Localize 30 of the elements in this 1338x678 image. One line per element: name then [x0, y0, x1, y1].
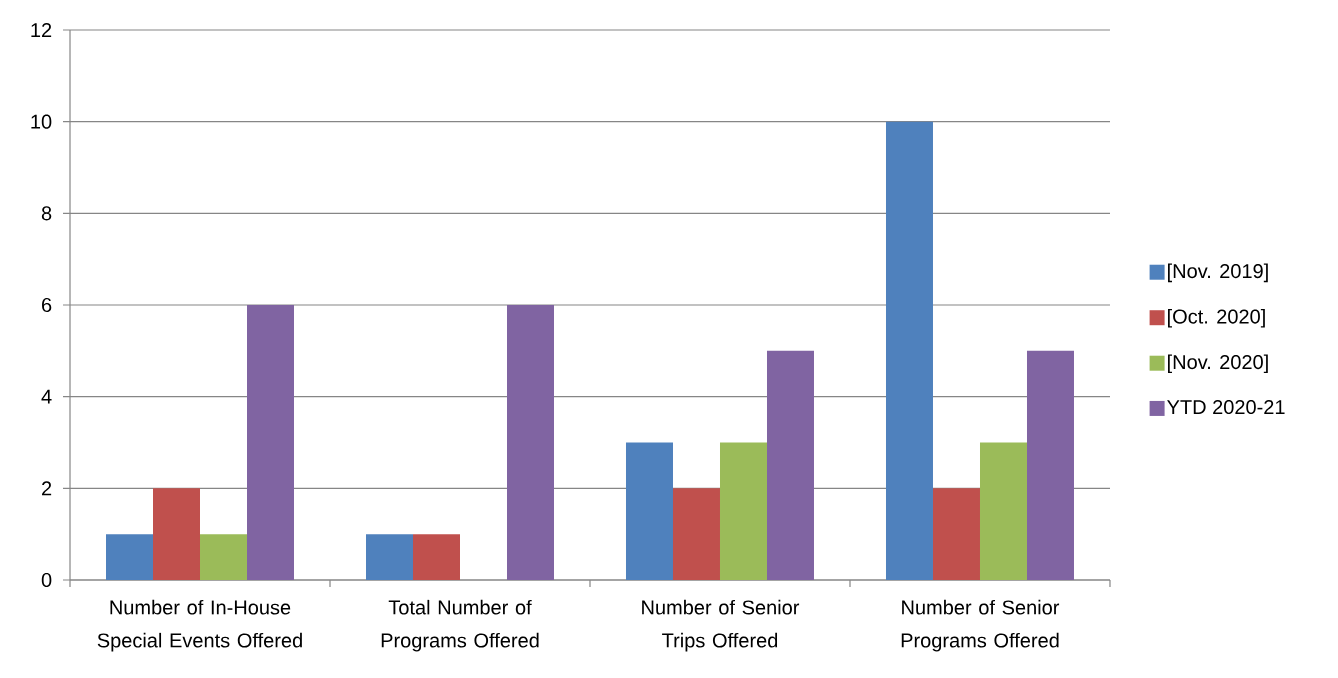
x-tick-label: Number of In-House Special Events Offered: [97, 599, 302, 652]
legend-label: [Oct. 2020]: [1168, 308, 1265, 328]
y-tick-label: 0: [41, 572, 52, 588]
x-tick-label: Number of Senior Programs Offered: [901, 599, 1060, 652]
y-tick-label: 8: [41, 206, 52, 221]
bar: [625, 442, 673, 580]
bar: [507, 305, 554, 580]
x-tick-label: Total Number of Programs Offered: [381, 599, 539, 652]
bar: [673, 488, 720, 580]
legend-label: [Nov. 2020]: [1168, 354, 1268, 374]
bar: [413, 534, 460, 580]
y-tick-label: 12: [31, 23, 52, 37]
bar: [106, 534, 153, 580]
bar: [200, 534, 247, 580]
legend-label: [Nov. 2019]: [1168, 263, 1268, 283]
bar: [1026, 350, 1074, 580]
bar: [153, 488, 200, 580]
bar: [366, 534, 413, 580]
bar: [719, 442, 767, 580]
bar: [247, 305, 294, 580]
legend-label: YTD 2020-21: [1167, 399, 1285, 415]
y-tick-label: 2: [42, 481, 52, 496]
bar: [979, 442, 1027, 580]
y-tick-label: 10: [31, 114, 52, 129]
x-tick-label: Number of Senior Trips Offered: [642, 599, 800, 652]
y-tick-label: 4: [41, 389, 52, 404]
bar: [932, 488, 980, 580]
bar: [885, 121, 933, 580]
bar: [766, 350, 814, 580]
y-tick-label: 6: [42, 297, 52, 313]
